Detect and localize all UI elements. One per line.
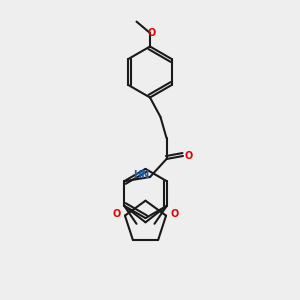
Text: O: O xyxy=(184,151,193,161)
Text: HN: HN xyxy=(134,170,150,181)
Text: O: O xyxy=(170,209,178,219)
Text: O: O xyxy=(112,209,121,219)
Text: O: O xyxy=(147,28,156,38)
